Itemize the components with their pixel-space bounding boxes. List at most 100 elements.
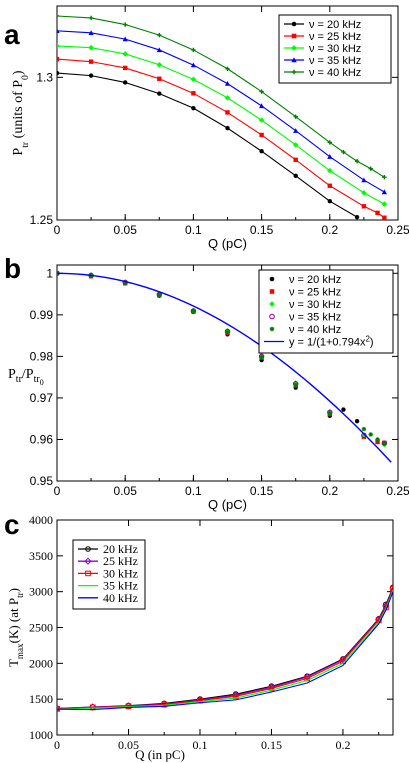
data-point <box>190 62 196 68</box>
data-point <box>224 81 231 86</box>
data-point <box>57 56 60 62</box>
data-point <box>259 89 264 94</box>
panel-a: a 0 0.05 0.1 0.15 0.2 0.25 1.25 1.3 Q (pC) Ptr (un… <box>4 5 409 251</box>
x-tick-label: 0.2 <box>321 223 338 237</box>
x-tick-label: 0.1 <box>192 738 207 752</box>
y-tick-label: 3000 <box>29 585 53 599</box>
x-tick-label: 0.25 <box>386 223 409 237</box>
x-axis-label: Q (in pC) <box>135 747 185 762</box>
panel-label-b: b <box>4 253 21 284</box>
data-point <box>382 215 387 220</box>
x-tick-labels: 0 0.05 0.1 0.15 0.2 0.25 <box>54 223 409 237</box>
legend-label: ν = 40 kHz <box>289 324 341 336</box>
x-tick-label: 0.05 <box>118 738 139 752</box>
data-point <box>268 685 275 692</box>
legend-swatch-marker <box>269 276 275 282</box>
data-point <box>258 117 265 123</box>
x-tick-labels: 0 0.05 0.1 0.15 0.2 0.25 <box>54 484 409 498</box>
data-point <box>259 132 264 138</box>
y-tick-label: 1.25 <box>30 213 54 227</box>
y-tick-labels: 1000 1500 2000 2500 3000 3500 4000 <box>29 513 53 742</box>
legend-swatch-marker <box>269 313 275 320</box>
series-line <box>57 72 358 218</box>
legend-label: ν = 35 kHz <box>289 312 341 324</box>
data-point <box>224 95 231 101</box>
data-point <box>368 166 373 171</box>
plot-area <box>57 270 392 463</box>
x-tick-label: 0 <box>54 738 60 752</box>
y-tick-label: 1 <box>46 266 53 280</box>
legend-swatch-marker <box>291 69 297 75</box>
data-point <box>259 103 265 109</box>
data-point <box>293 382 298 388</box>
data-point <box>361 177 367 183</box>
data-point <box>190 76 197 83</box>
data-point <box>381 201 388 207</box>
plot-area <box>57 584 393 713</box>
legend-label: 25 kHz <box>103 554 138 568</box>
legend-item-4: ν = 40 kHz <box>269 324 341 336</box>
y-tick-labels: 0.95 0.96 0.97 0.98 0.99 1 <box>30 266 54 488</box>
legend-item-1: ν = 25 kHz <box>269 287 341 299</box>
y-tick-label: 0.98 <box>30 349 54 363</box>
data-point <box>191 47 196 53</box>
series-line <box>57 272 392 463</box>
data-point <box>361 190 367 196</box>
legend-item-3: ν = 35 kHz <box>284 55 361 67</box>
data-point <box>327 411 332 416</box>
legend-swatch-marker <box>291 33 297 39</box>
legend-label: 40 kHz <box>103 591 138 605</box>
data-point <box>57 70 60 76</box>
series-5 <box>57 272 392 463</box>
x-tick-label: 0.1 <box>185 484 202 498</box>
data-point <box>88 30 94 36</box>
data-point <box>225 330 230 335</box>
data-point <box>88 59 94 64</box>
x-tick-label: 0.15 <box>250 223 274 237</box>
x-tick-label: 0.25 <box>386 484 409 498</box>
x-tick-labels: 0 0.05 0.1 0.15 0.2 <box>54 738 350 752</box>
legend-item-4: ν = 40 kHz <box>284 67 361 79</box>
legend-label: 35 kHz <box>103 579 138 593</box>
x-tick-label: 0.2 <box>335 738 350 752</box>
panel-label-c: c <box>4 509 20 540</box>
legend-item-3: 35 kHz <box>78 579 138 593</box>
legend-swatch-marker <box>291 57 297 63</box>
data-point <box>191 105 196 111</box>
legend-swatch-marker <box>269 301 275 307</box>
x-tick-label: 0.15 <box>261 738 282 752</box>
data-point <box>123 65 128 71</box>
data-point <box>191 91 196 96</box>
data-point <box>293 157 298 162</box>
data-point <box>122 51 128 57</box>
legend-item-4: 40 kHz <box>78 591 138 605</box>
legend-label: 30 kHz <box>103 566 138 580</box>
data-point <box>123 22 128 27</box>
data-point <box>341 149 346 155</box>
data-point <box>156 47 162 53</box>
data-point <box>157 32 162 38</box>
data-point <box>293 128 299 133</box>
data-point <box>88 44 94 51</box>
legend-swatch-marker <box>84 557 92 565</box>
data-point <box>354 418 360 424</box>
data-point <box>341 407 346 412</box>
legend-swatch-marker <box>85 546 91 552</box>
data-point <box>225 125 230 131</box>
data-point <box>225 110 230 115</box>
legend-box <box>258 269 394 354</box>
data-point <box>361 426 367 432</box>
legend-swatch-marker <box>291 21 297 27</box>
x-tick-label: 0.05 <box>114 223 138 237</box>
x-tick-label: 0.2 <box>321 484 338 498</box>
data-point <box>354 159 360 164</box>
plot-area <box>57 13 388 220</box>
x-tick-label: 0.05 <box>114 484 138 498</box>
series-line <box>57 591 393 711</box>
data-point <box>382 175 387 180</box>
y-tick-label: 1.3 <box>36 70 53 84</box>
legend-item-2: ν = 30 kHz <box>269 299 341 311</box>
data-point <box>375 210 380 216</box>
